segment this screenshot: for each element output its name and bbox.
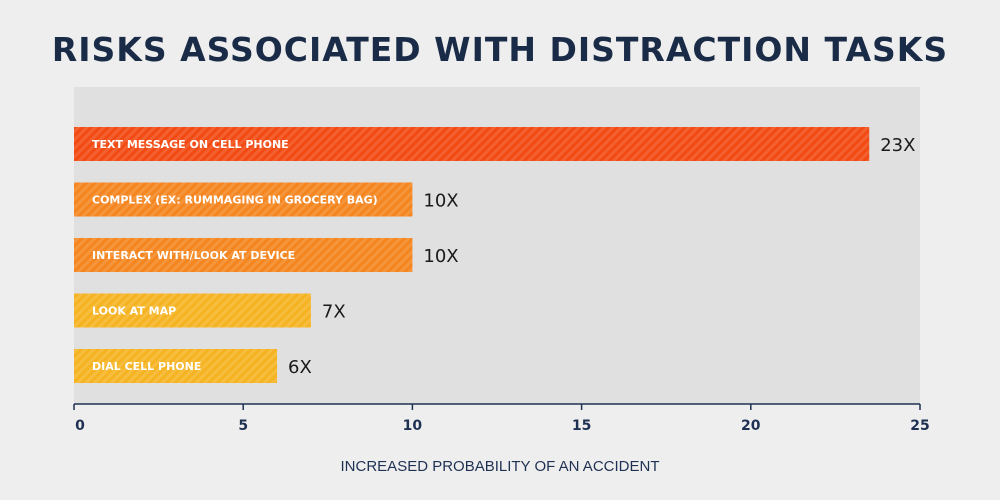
bar-hatch: [74, 127, 870, 161]
bar-group: TEXT MESSAGE ON CELL PHONE 23X: [74, 127, 915, 161]
bar-group: INTERACT WITH/LOOK AT DEVICE 10X: [74, 238, 459, 272]
bar-category-label: LOOK AT MAP: [92, 305, 176, 318]
bar-value-label: 7X: [322, 302, 346, 323]
bar-value-label: 6X: [288, 357, 312, 378]
bar-value-label: 10X: [423, 191, 458, 212]
bar-hatch: [74, 238, 413, 272]
bar-category-label: DIAL CELL PHONE: [92, 360, 201, 373]
bar-category-label: INTERACT WITH/LOOK AT DEVICE: [92, 249, 295, 262]
chart-title: RISKS ASSOCIATED WITH DISTRACTION TASKS: [51, 30, 949, 69]
bar-group: LOOK AT MAP 7X: [74, 293, 346, 328]
bar-group: COMPLEX (EX: RUMMAGING IN GROCERY BAG) 10…: [74, 182, 459, 217]
x-axis-label: INCREASED PROBABILITY OF AN ACCIDENT: [340, 458, 660, 475]
bar-value-label: 23X: [880, 135, 915, 156]
x-tick-label: 25: [910, 418, 929, 434]
x-tick-label: 5: [238, 418, 248, 434]
x-tick-label: 15: [572, 418, 591, 434]
bar-group: DIAL CELL PHONE 6X: [74, 349, 312, 383]
bar-category-label: TEXT MESSAGE ON CELL PHONE: [92, 138, 289, 151]
x-tick-label: 10: [403, 418, 423, 434]
bar-hatch: [74, 182, 413, 217]
bar-category-label: COMPLEX (EX: RUMMAGING IN GROCERY BAG): [92, 194, 378, 207]
bar-hatch: [74, 349, 278, 383]
x-tick-label: 20: [741, 418, 761, 434]
bar-value-label: 10X: [423, 246, 458, 267]
x-tick-label: 0: [75, 418, 85, 434]
bar-hatch: [74, 293, 311, 328]
